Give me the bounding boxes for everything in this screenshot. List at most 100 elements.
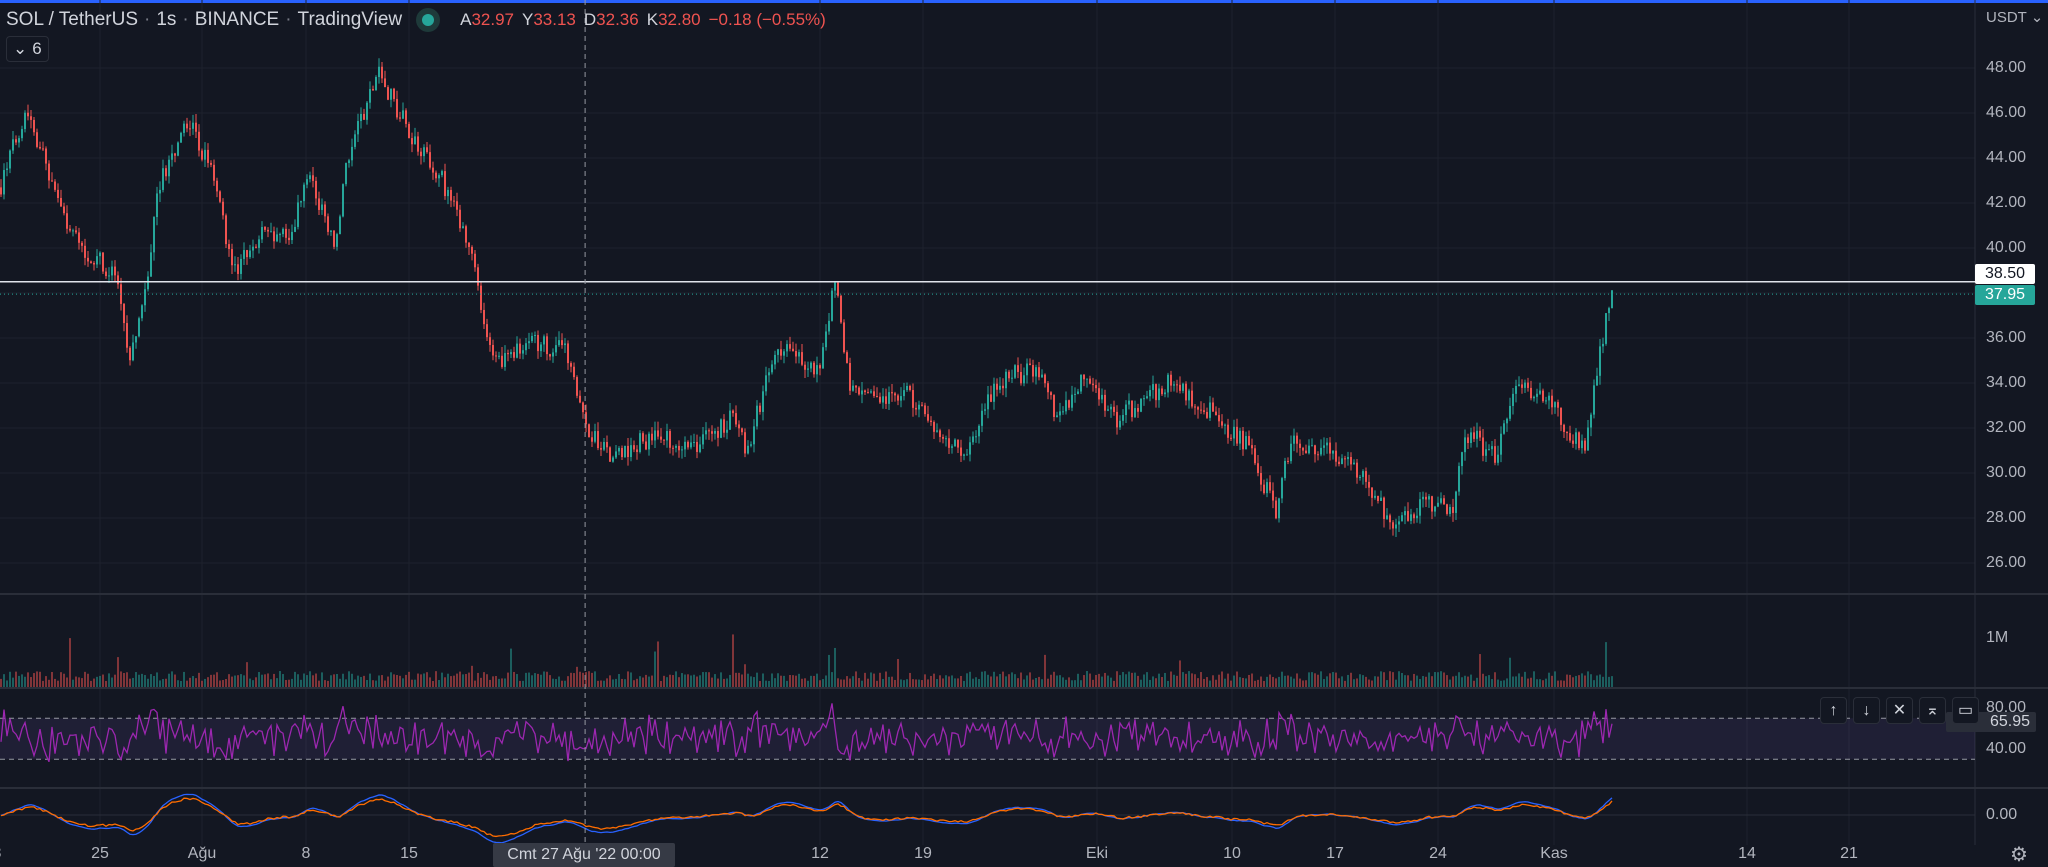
candle-body [1239,430,1241,444]
time-tick: Eki [1085,845,1109,862]
candle-body [1134,408,1136,418]
candle-body [708,430,710,432]
candle-body [630,445,632,458]
candle-body [1386,515,1388,519]
close-pane-button[interactable]: ✕ [1886,697,1913,724]
maximize-pane-button[interactable]: ▭ [1952,697,1979,724]
volume-bar [207,677,209,687]
candle-body [1380,497,1382,501]
candle-body [504,353,506,367]
candle-body [1512,393,1514,406]
candle-body [1293,435,1295,444]
candle-body [957,439,959,448]
volume-bar [834,647,836,687]
volume-bar [1170,671,1172,687]
volume-bar [1482,673,1484,687]
indicators-toggle-button[interactable]: ⌄ 6 [6,36,49,62]
volume-bar [495,676,497,687]
volume-bar [1083,675,1085,687]
candle-body [1008,371,1010,379]
candle-body [963,454,965,456]
market-status-icon[interactable] [422,14,435,26]
candle-body [1263,484,1265,494]
volume-bar [1002,671,1004,687]
volume-bar [1419,678,1421,687]
candle-body [927,414,929,421]
volume-bar [564,680,566,687]
volume-bar [1074,680,1076,687]
candle-body [936,430,938,432]
candle-body [84,245,86,258]
candle-body [648,433,650,450]
candle-body [396,98,398,118]
volume-bar [1350,672,1352,687]
candle-body [324,204,326,217]
volume-bar [798,673,800,687]
candle-body [633,445,635,450]
volume-bar [168,673,170,687]
settings-gear-icon[interactable]: ⚙ [2010,844,2028,866]
candle-body [852,385,854,391]
currency-selector[interactable]: USDT ⌄ [1986,9,2044,26]
candle-body [474,253,476,268]
volume-bar [567,676,569,687]
volume-bar [192,676,194,687]
volume-bar [951,675,953,687]
volume-bar [369,673,371,687]
volume-bar [174,674,176,687]
volume-bar [813,675,815,687]
candle-body [423,147,425,157]
volume-bar [561,680,563,687]
candle-body [1260,473,1262,485]
volume-bar [522,680,524,687]
volume-bar [690,675,692,687]
volume-bar [1134,672,1136,687]
candle-body [276,234,278,242]
candle-body [426,147,428,153]
move-pane-down-button[interactable]: ↓ [1853,697,1880,724]
candle-body [1455,491,1457,513]
volume-bar [675,671,677,687]
volume-bar [1272,676,1274,687]
move-pane-up-button[interactable]: ↑ [1820,697,1847,724]
candle-body [759,405,761,412]
candle-body [36,132,38,147]
candle-body [1593,385,1595,415]
volume-bar [1281,671,1283,687]
volume-bar [984,671,986,687]
candle-body [1374,495,1376,498]
volume-bar [69,638,71,687]
interval[interactable]: 1s [156,9,177,30]
symbol-name[interactable]: SOL / TetherUS [6,9,139,30]
volume-bar [510,648,512,687]
candle-body [1071,394,1073,408]
volume-bar [759,680,761,687]
candle-body [525,343,527,351]
candle-body [1521,384,1523,388]
collapse-pane-button[interactable]: ⌅ [1919,697,1946,724]
candle-body [453,200,455,202]
volume-bar [1269,674,1271,687]
volume-bar [534,673,536,687]
candle-body [1125,404,1127,416]
volume-bar [1044,654,1046,687]
volume-bar [1431,676,1433,687]
volume-bar [147,678,149,687]
volume-bar [846,676,848,687]
candle-body [159,189,161,194]
volume-bar [384,680,386,687]
candle-body [1038,367,1040,378]
volume-bar [297,674,299,687]
volume-bar [1305,680,1307,687]
candle-body [807,368,809,370]
candle-body [639,433,641,452]
candle-body [240,258,242,274]
candle-body [1473,432,1475,439]
volume-bar [978,678,980,687]
volume-bar [261,674,263,687]
candle-body [1407,511,1409,521]
candle-body [1194,406,1196,408]
candle-body [858,387,860,395]
volume-bar [1206,677,1208,687]
